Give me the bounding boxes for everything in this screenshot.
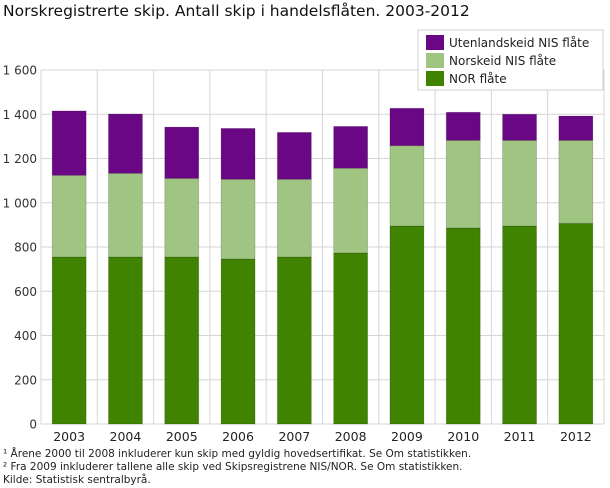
y-tick-label: 1 200 — [3, 152, 37, 166]
x-tick-label: 2009 — [391, 429, 423, 444]
source-note: Kilde: Statistisk sentralbyrå. — [3, 474, 151, 486]
y-tick-label: 1 400 — [3, 108, 37, 122]
bar-segment — [333, 126, 369, 169]
bar-segment — [108, 113, 143, 174]
bar-segment — [220, 258, 256, 425]
legend-box — [417, 29, 604, 91]
bar-segment — [445, 111, 481, 141]
y-tick-label: 1 000 — [3, 196, 37, 210]
y-tick-label: 800 — [14, 241, 37, 255]
bar-segment — [164, 178, 200, 258]
x-tick-label: 2010 — [447, 429, 479, 444]
bar-segment — [51, 174, 87, 258]
bar-segment — [276, 256, 312, 425]
bar-segment — [108, 256, 143, 425]
x-tick-label: 2012 — [560, 429, 592, 444]
x-tick-label: 2007 — [278, 429, 310, 444]
footnote-1: ¹ Årene 2000 til 2008 inkluderer kun ski… — [3, 448, 472, 460]
chart-title: Norskregistrerte skip. Antall skip i han… — [3, 2, 470, 20]
bar-segment — [558, 115, 594, 141]
x-tick-label: 2004 — [110, 429, 142, 444]
bar-segment — [220, 128, 256, 180]
bar-segment — [502, 113, 537, 141]
bar-segment — [445, 139, 481, 229]
bar-segment — [389, 145, 425, 227]
y-tick-label: 200 — [14, 373, 37, 387]
bar-segment — [333, 167, 369, 254]
legend-label: NOR flåte — [449, 72, 507, 86]
legend-swatch — [426, 53, 444, 68]
x-tick-label: 2011 — [504, 429, 536, 444]
bar-segment — [502, 225, 537, 425]
bar-segment — [276, 178, 312, 258]
bar-segment — [389, 107, 425, 147]
legend-label: Utenlandskeid NIS flåte — [449, 36, 589, 50]
bar-segment — [164, 256, 200, 425]
bar-segment — [164, 126, 200, 179]
x-tick-label: 2003 — [53, 429, 85, 444]
bar-segment — [502, 139, 537, 227]
bar-segment — [51, 110, 87, 176]
bar-segment — [389, 225, 425, 425]
legend-label: Norskeid NIS flåte — [449, 54, 556, 68]
bar-segment — [108, 172, 143, 258]
x-tick-label: 2008 — [335, 429, 367, 444]
bar-segment — [51, 256, 87, 425]
bar-segment — [445, 227, 481, 425]
legend-swatch — [426, 35, 444, 50]
legend-swatch — [426, 71, 444, 86]
x-tick-label: 2006 — [222, 429, 254, 444]
bar-segment — [333, 252, 369, 425]
x-tick-label: 2005 — [166, 429, 198, 444]
bar-segment — [276, 131, 312, 180]
y-tick-label: 1 600 — [3, 64, 37, 78]
bar-segment — [220, 178, 256, 260]
y-tick-label: 600 — [14, 285, 37, 299]
bar-segment — [558, 139, 594, 224]
y-tick-label: 0 — [29, 418, 37, 432]
footnote-2: ² Fra 2009 inkluderer tallene alle skip … — [3, 461, 463, 473]
bar-segment — [558, 222, 594, 425]
y-tick-label: 400 — [14, 329, 37, 343]
